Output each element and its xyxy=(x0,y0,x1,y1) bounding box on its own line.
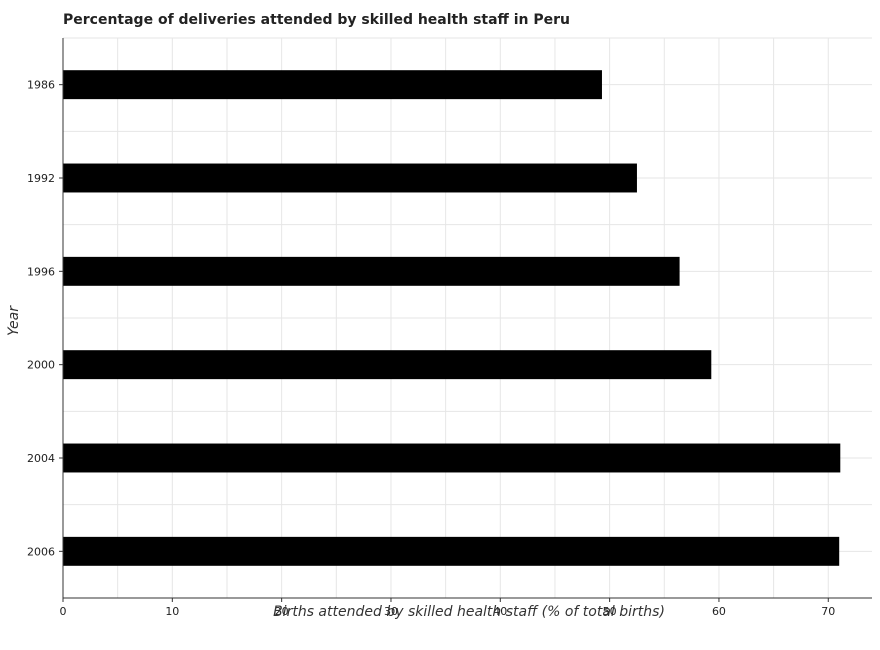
gridlines xyxy=(62,37,872,599)
x-tick-label: 0 xyxy=(60,605,67,618)
x-tick-label: 70 xyxy=(821,605,835,618)
y-axis-label: Year xyxy=(6,305,22,336)
axes xyxy=(62,38,872,599)
x-tick-label: 10 xyxy=(165,605,179,618)
chart-title: Percentage of deliveries attended by ski… xyxy=(63,12,570,28)
x-tick-label: 30 xyxy=(384,605,398,618)
y-tick-labels: 1986 1992 1996 2000 2004 2006 xyxy=(27,79,63,558)
bar-2004 xyxy=(63,443,841,473)
y-tick-label: 2004 xyxy=(27,452,55,465)
x-axis-label: Births attended by skilled health staff … xyxy=(273,604,665,620)
bar-1996 xyxy=(63,256,680,286)
bar-1986 xyxy=(63,70,602,100)
y-tick-label: 1992 xyxy=(27,172,55,185)
y-tick-label: 2000 xyxy=(27,359,55,372)
x-tick-labels: 0 10 20 30 40 50 60 70 xyxy=(60,598,835,618)
x-tick-label: 60 xyxy=(712,605,726,618)
x-tick-label: 50 xyxy=(603,605,617,618)
y-tick-label: 1986 xyxy=(27,79,55,92)
bar-2006 xyxy=(63,536,840,566)
y-tick-label: 2006 xyxy=(27,545,55,558)
y-tick-label: 1996 xyxy=(27,265,55,278)
bar-2000 xyxy=(63,350,712,380)
x-tick-label: 20 xyxy=(275,605,289,618)
bars xyxy=(63,70,841,566)
x-tick-label: 40 xyxy=(493,605,507,618)
bar-1992 xyxy=(63,163,637,193)
